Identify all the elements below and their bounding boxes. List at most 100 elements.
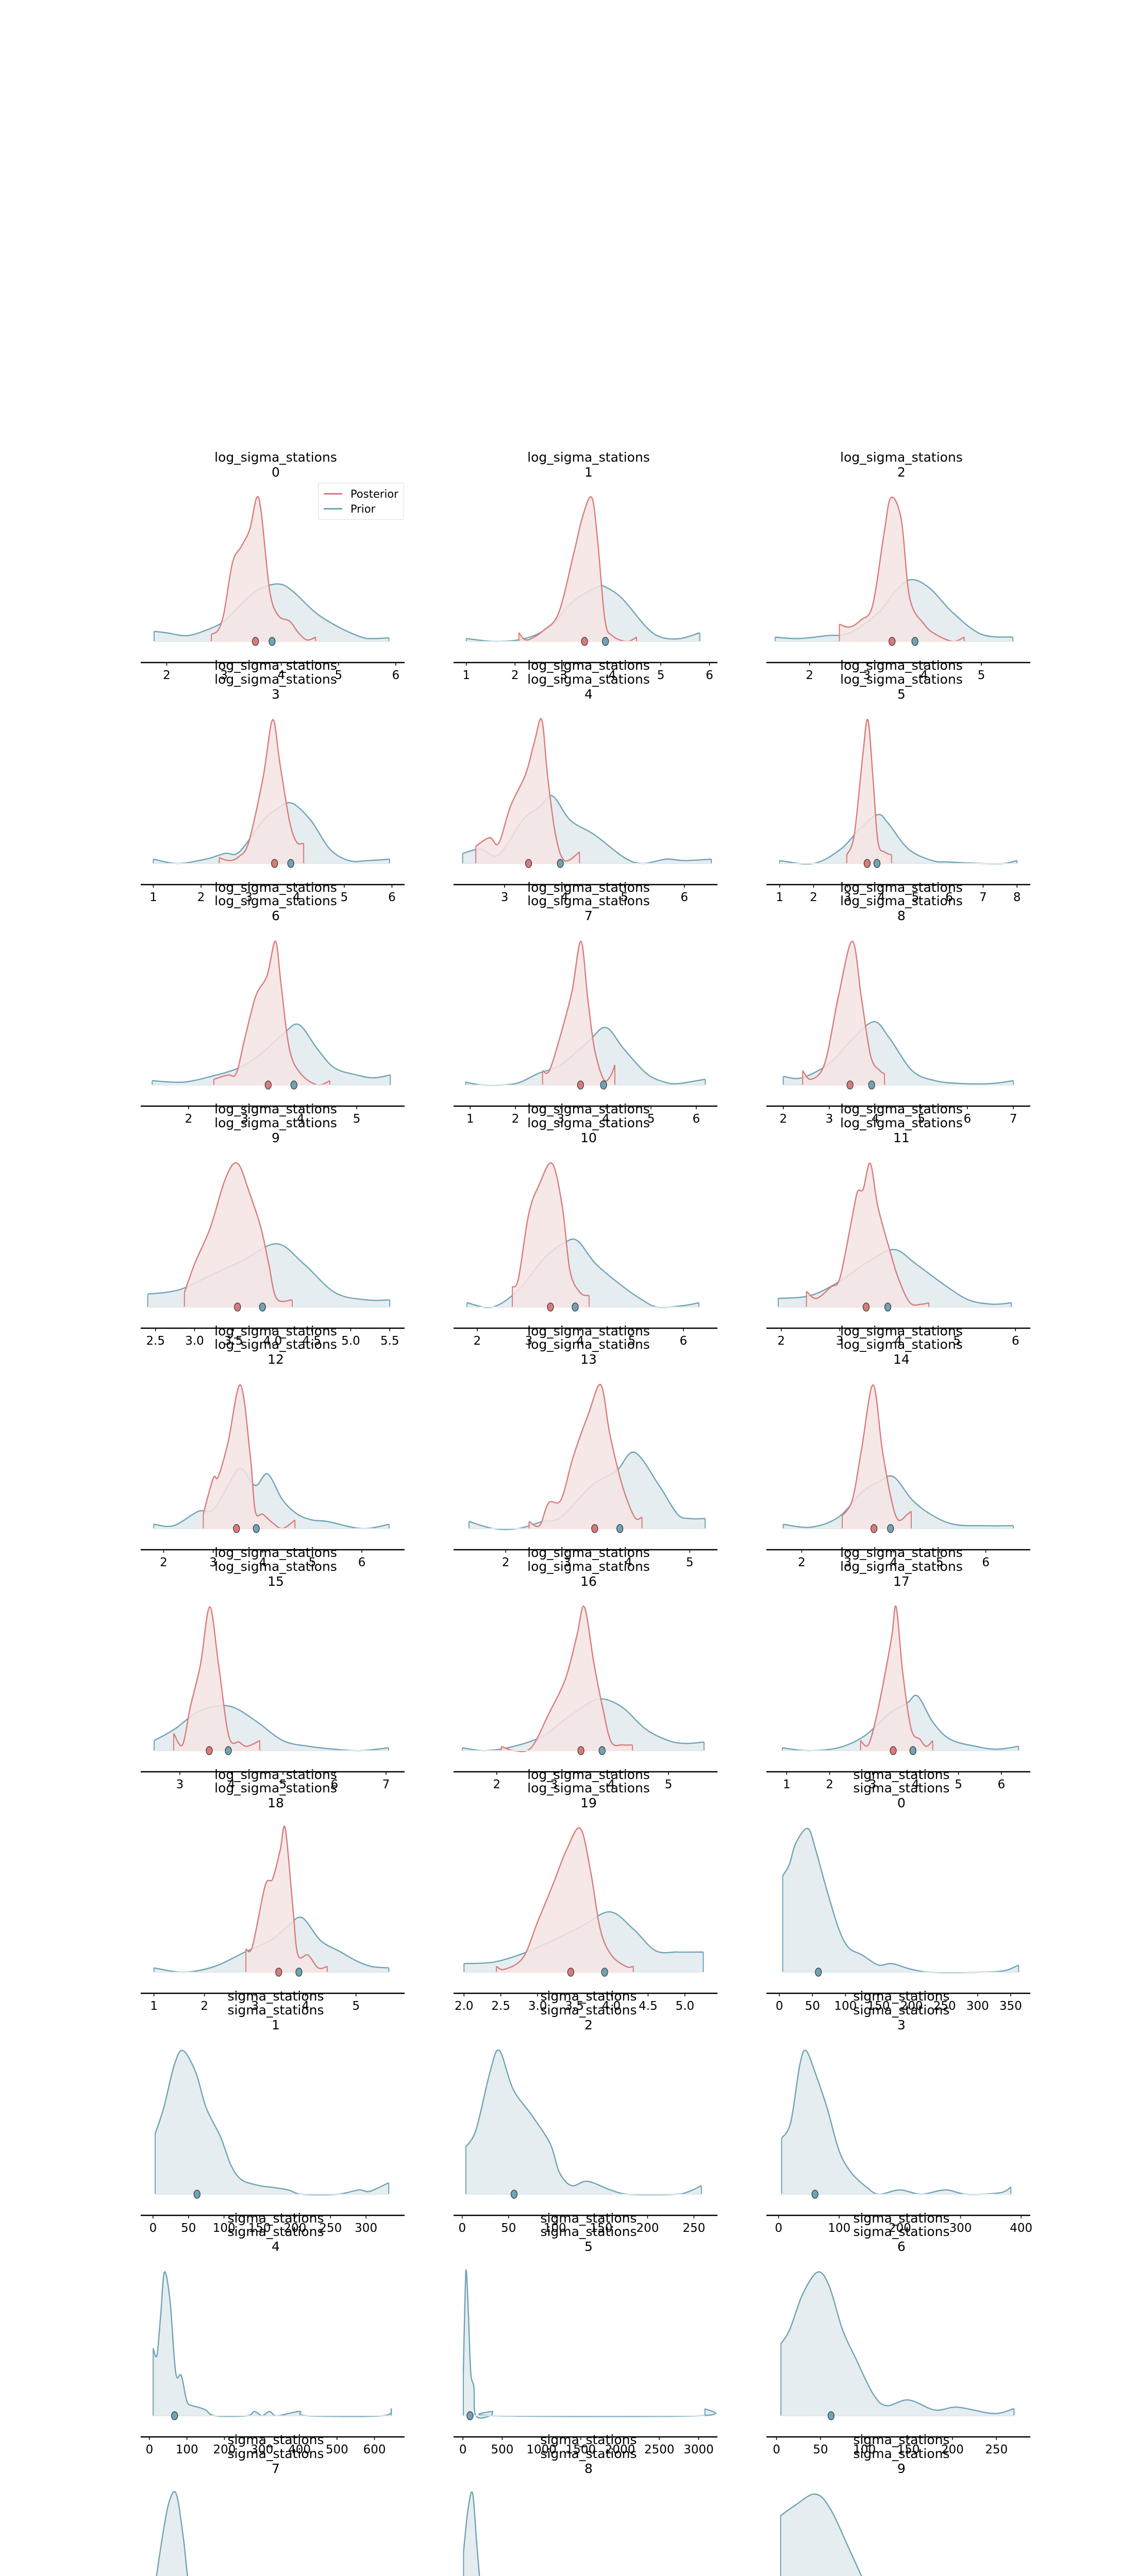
- subplot-title: log_sigma_stations 19: [527, 1781, 650, 1810]
- x-axis-label: log_sigma_stations: [214, 1545, 337, 1560]
- prior-curve: [780, 2271, 1014, 2414]
- legend: Posterior Prior: [318, 483, 404, 520]
- x-tick-label: 5: [978, 669, 985, 682]
- x-tick-label: 4: [890, 1556, 898, 1569]
- posterior-curve: [528, 1384, 642, 1528]
- x-tick-label: 5: [334, 669, 342, 682]
- x-tick-label: 2: [798, 1556, 806, 1569]
- subplot-title: log_sigma_stations 17: [840, 1558, 963, 1589]
- x-tick-label: 6: [693, 1112, 700, 1126]
- kde-plot: 2 3 4 5: [141, 940, 405, 1126]
- x-tick-label: 3: [501, 891, 509, 904]
- posterior-area: [476, 718, 580, 863]
- kde-plot: 3 4 5 6 7: [141, 1606, 405, 1791]
- x-tick-label: 5: [665, 1778, 673, 1791]
- x-tick-label: 6: [680, 1334, 688, 1348]
- posterior-mean-marker: [846, 1080, 854, 1090]
- x-tick-label: 4: [608, 1778, 615, 1791]
- x-axis-label: sigma_stations: [853, 1989, 950, 2004]
- prior-mean-marker: [911, 637, 918, 646]
- kde-plot: 2 3 4 5: [766, 496, 1030, 682]
- prior-mean-marker: [887, 1524, 894, 1533]
- legend-swatch-prior-icon: [324, 508, 342, 510]
- posterior-mean-marker: [862, 1302, 870, 1312]
- prior-area: [463, 2492, 480, 2576]
- x-tick-label: 300: [250, 2443, 273, 2456]
- x-tick-label: 0: [149, 2222, 157, 2235]
- prior-mean-marker: [253, 1524, 260, 1533]
- x-tick-label: 2500: [644, 2443, 675, 2456]
- subplot-sigma-stations-6: sigma_stations 6 0 50 100 150 200 250 sigma_st…: [757, 2224, 1046, 2456]
- posterior-area: [496, 1827, 633, 1972]
- subplot-title: sigma_stations 7: [227, 2446, 324, 2476]
- prior-area: [782, 1828, 1019, 1973]
- posterior-area: [174, 1606, 260, 1751]
- x-tick-label: 150: [897, 2443, 920, 2456]
- prior-area: [779, 814, 1017, 864]
- posterior-mean-marker: [577, 1080, 584, 1090]
- prior-curve: [462, 2269, 716, 2419]
- x-tick-label: 2: [777, 1334, 785, 1348]
- x-axis-label: log_sigma_stations: [214, 1101, 337, 1116]
- x-tick-label: 2: [197, 891, 205, 904]
- prior-curve: [153, 2271, 392, 2417]
- x-tick-label: 3.5: [224, 1334, 243, 1348]
- posterior-curve: [219, 719, 304, 861]
- x-tick-label: 200: [900, 1999, 923, 2013]
- subplot-title: log_sigma_stations 14: [840, 1337, 963, 1367]
- x-tick-label: 1: [150, 1999, 158, 2013]
- x-tick-label: 4: [895, 1334, 902, 1348]
- posterior-curve: [802, 940, 885, 1080]
- prior-mean-marker: [572, 1302, 579, 1312]
- x-tick-label: 4.5: [302, 1334, 321, 1348]
- x-tick-label: 5: [353, 1112, 361, 1126]
- x-tick-label: 6: [392, 669, 400, 682]
- prior-curve: [783, 1475, 1014, 1528]
- prior-mean-marker: [616, 1524, 624, 1533]
- x-tick-label: 2: [502, 1556, 510, 1569]
- x-tick-label: 1: [783, 1778, 791, 1791]
- x-tick-label: 300: [355, 2222, 377, 2235]
- subplot-sigma-stations-0: sigma_stations 0 0 50 100 150 200 250 300 350 si…: [757, 1781, 1046, 2013]
- subplot-title: log_sigma_stations 15: [214, 1558, 337, 1589]
- prior-area: [465, 2049, 701, 2195]
- x-axis-label: log_sigma_stations: [214, 879, 337, 895]
- posterior-curve: [203, 1384, 296, 1530]
- posterior-mean-marker: [547, 1302, 554, 1312]
- prior-curve: [465, 1027, 706, 1086]
- posterior-area: [802, 941, 885, 1085]
- subplot-sigma-stations-1: sigma_stations 1 0 50 100 150 200 250 300 sigma…: [131, 2003, 420, 2235]
- x-tick-label: 5: [341, 891, 348, 904]
- subplot-title: sigma_stations 0: [853, 1781, 950, 1810]
- subplot-log-sigma-stations-13: log_sigma_stations 13 2 3 4 5 log_sigma_stat…: [444, 1337, 733, 1569]
- prior-mean-marker: [466, 2411, 474, 2420]
- x-axis-label: log_sigma_stations: [527, 1101, 650, 1116]
- x-tick-label: 2.0: [455, 1999, 474, 2013]
- subplot-log-sigma-stations-14: log_sigma_stations 14 2 3 4 5 6 log_sigma_sta…: [757, 1337, 1046, 1569]
- prior-mean-marker: [602, 637, 609, 646]
- x-tick-label: 3: [836, 1334, 844, 1348]
- x-axis-label: log_sigma_stations: [840, 1101, 963, 1116]
- x-tick-label: 2: [806, 669, 813, 682]
- posterior-mean-marker: [863, 858, 871, 868]
- x-tick-label: 100: [853, 2443, 876, 2456]
- subplot-log-sigma-stations-17: log_sigma_stations 17 1 2 3 4 5 6 sigma_statio…: [757, 1558, 1046, 1791]
- subplot-log-sigma-stations-19: log_sigma_stations 19 2.0 2.5 3.0 3.5 4.0 4.5 5…: [444, 1781, 733, 2013]
- x-axis-label: sigma_stations: [540, 2210, 637, 2226]
- x-tick-label: 4: [921, 669, 928, 682]
- legend-label-posterior: Posterior: [350, 487, 398, 500]
- posterior-mean-marker: [252, 637, 259, 646]
- subplot-log-sigma-stations-10: log_sigma_stations 10 2 3 4 5 6 log_sigma_sta…: [444, 1115, 733, 1348]
- prior-curve: [780, 2493, 862, 2576]
- x-tick-label: 2.5: [146, 1334, 165, 1348]
- prior-mean-marker: [909, 1745, 916, 1755]
- x-axis-label: sigma_stations: [227, 2210, 324, 2226]
- posterior-curve: [846, 718, 892, 855]
- prior-curve: [156, 2490, 188, 2576]
- x-tick-label: 5: [955, 1778, 962, 1791]
- x-tick-label: 4.0: [602, 1999, 621, 2013]
- x-tick-label: 4: [293, 891, 300, 904]
- posterior-area: [542, 941, 615, 1085]
